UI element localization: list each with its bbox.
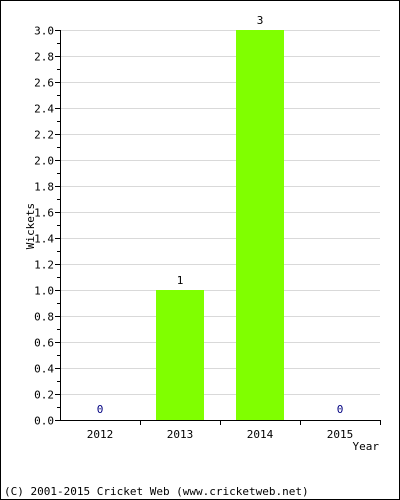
data-label: 1 [177, 274, 184, 287]
x-axis-title: Year [353, 440, 380, 453]
bar-2014 [236, 30, 284, 420]
x-tick-label: 2012 [87, 428, 114, 441]
y-tick-label: 2.2 [34, 129, 54, 142]
x-tick-label: 2014 [247, 428, 274, 441]
y-tick-label: 0.6 [34, 337, 54, 350]
y-tick-label: 2.4 [34, 103, 54, 116]
bars [156, 30, 284, 420]
y-tick-label: 0.0 [34, 415, 54, 428]
axes [55, 30, 381, 425]
y-tick-label: 2.0 [34, 155, 54, 168]
bar-2013 [156, 290, 204, 420]
y-tick-label: 0.4 [34, 363, 54, 376]
gridlines [60, 30, 380, 395]
data-label: 0 [337, 403, 344, 416]
y-tick-label: 0.8 [34, 311, 54, 324]
data-label: 3 [257, 14, 264, 27]
copyright-text: (C) 2001-2015 Cricket Web (www.cricketwe… [4, 485, 309, 498]
y-tick-label: 2.8 [34, 51, 54, 64]
x-tick-label: 2015 [327, 428, 354, 441]
data-label: 0 [97, 403, 104, 416]
y-tick-label: 2.6 [34, 77, 54, 90]
y-tick-label: 1.6 [34, 207, 54, 220]
y-tick-label: 1.8 [34, 181, 54, 194]
y-tick-label: 0.2 [34, 389, 54, 402]
y-tick-label: 3.0 [34, 25, 54, 38]
data-labels: 0 1 3 0 [97, 14, 344, 416]
x-tick-labels: 2012 2013 2014 2015 [87, 428, 354, 441]
x-tick-label: 2013 [167, 428, 194, 441]
y-tick-labels: 0.0 0.2 0.4 0.6 0.8 1.0 1.2 1.4 1.6 1.8 2.0 2.2 2.4 2… [34, 25, 54, 428]
y-tick-label: 1.0 [34, 285, 54, 298]
y-tick-label: 1.4 [34, 233, 54, 246]
y-tick-label: 1.2 [34, 259, 54, 272]
y-axis-title: Wickets [24, 203, 37, 249]
